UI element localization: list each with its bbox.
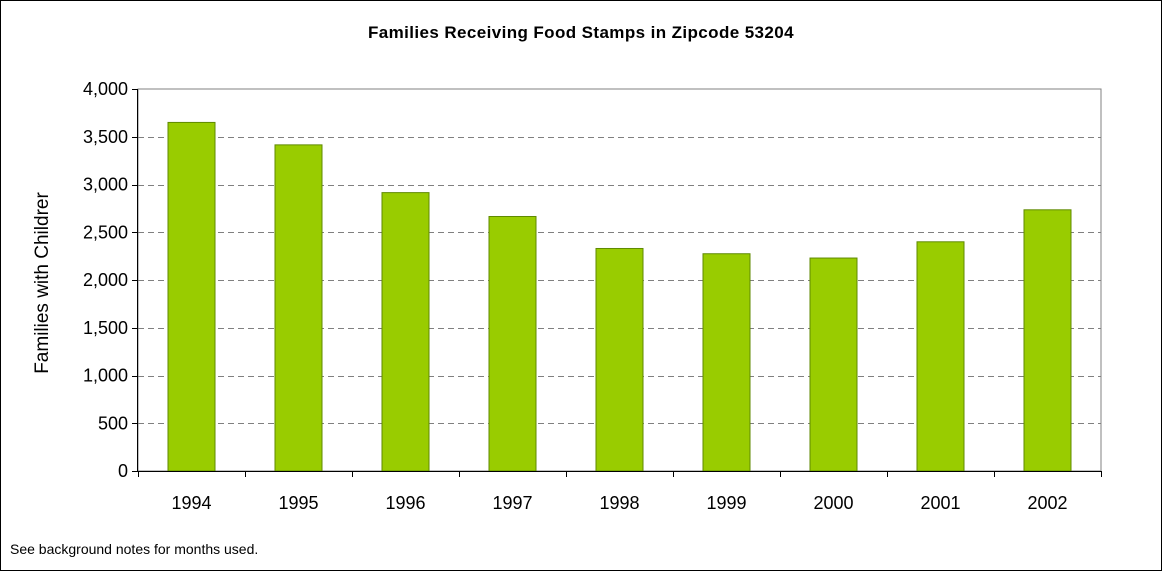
y-tick-label: 2,500 <box>83 222 128 242</box>
y-tick-label: 500 <box>98 413 128 433</box>
chart-title: Families Receiving Food Stamps in Zipcod… <box>368 23 794 42</box>
y-tick-label: 3,000 <box>83 175 128 195</box>
y-tick-label: 0 <box>118 461 128 481</box>
x-tick-label: 1999 <box>706 493 746 513</box>
bar-1997 <box>488 215 537 472</box>
x-tick-label: 1995 <box>278 493 318 513</box>
bar-1996 <box>381 192 430 472</box>
y-tick-label: 3,500 <box>83 127 128 147</box>
bar-1999 <box>702 253 751 472</box>
y-tick-label: 4,000 <box>83 79 128 99</box>
bar-1998 <box>595 247 644 472</box>
x-tick-label: 1994 <box>171 493 211 513</box>
bar-2002 <box>1023 209 1072 472</box>
x-tick-label: 1998 <box>599 493 639 513</box>
x-tick-label: 2001 <box>920 493 960 513</box>
x-tick-label: 2000 <box>813 493 853 513</box>
bar-2001 <box>916 241 965 472</box>
x-tick-label: 1997 <box>492 493 532 513</box>
bar-1995 <box>274 144 323 472</box>
x-tick-label: 2002 <box>1027 493 1067 513</box>
bar-2000 <box>809 257 858 472</box>
y-tick-label: 1,500 <box>83 318 128 338</box>
y-tick-label: 2,000 <box>83 270 128 290</box>
y-tick-label: 1,000 <box>83 366 128 386</box>
footnote: See background notes for months used. <box>10 541 259 557</box>
x-tick-label: 1996 <box>385 493 425 513</box>
bar-1994 <box>167 121 216 472</box>
